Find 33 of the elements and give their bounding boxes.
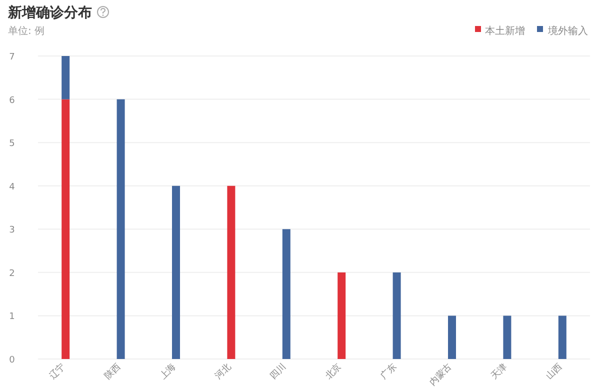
bar bbox=[116, 99, 125, 359]
bar bbox=[62, 56, 70, 100]
x-tick-label: 内蒙古 bbox=[427, 361, 454, 387]
y-tick-label: 3 bbox=[9, 226, 15, 236]
x-tick-label: 广东 bbox=[378, 361, 399, 382]
x-tick-label: 辽宁 bbox=[47, 361, 68, 382]
y-tick-label: 0 bbox=[9, 356, 16, 366]
bar bbox=[172, 186, 180, 359]
bar bbox=[503, 316, 512, 359]
legend-label: 境外输入 bbox=[547, 25, 588, 37]
chart-subtitle: 单位: 例 bbox=[8, 25, 45, 37]
y-tick-label: 1 bbox=[9, 312, 15, 322]
bar bbox=[62, 99, 70, 359]
x-tick-label: 上海 bbox=[158, 361, 178, 382]
bar bbox=[558, 316, 566, 359]
x-tick-label: 陕西 bbox=[102, 361, 123, 382]
x-tick-label: 四川 bbox=[268, 361, 289, 382]
x-tick-label: 北京 bbox=[323, 361, 344, 382]
x-tick-label: 天津 bbox=[488, 361, 510, 382]
legend-label: 本土新增 bbox=[485, 25, 525, 37]
x-tick-label: 河北 bbox=[212, 361, 234, 382]
chart-title: 新增确诊分布 bbox=[7, 4, 92, 21]
y-tick-label: 7 bbox=[9, 52, 15, 62]
bar bbox=[392, 272, 401, 359]
bar bbox=[338, 272, 346, 359]
bar bbox=[448, 316, 456, 359]
y-tick-label: 4 bbox=[9, 182, 16, 192]
y-tick-label: 5 bbox=[9, 139, 15, 150]
bar bbox=[282, 229, 290, 359]
bar bbox=[227, 186, 236, 359]
y-tick-label: 2 bbox=[9, 268, 15, 279]
y-tick-label: 6 bbox=[9, 96, 16, 106]
x-tick-label: 山西 bbox=[544, 361, 565, 382]
